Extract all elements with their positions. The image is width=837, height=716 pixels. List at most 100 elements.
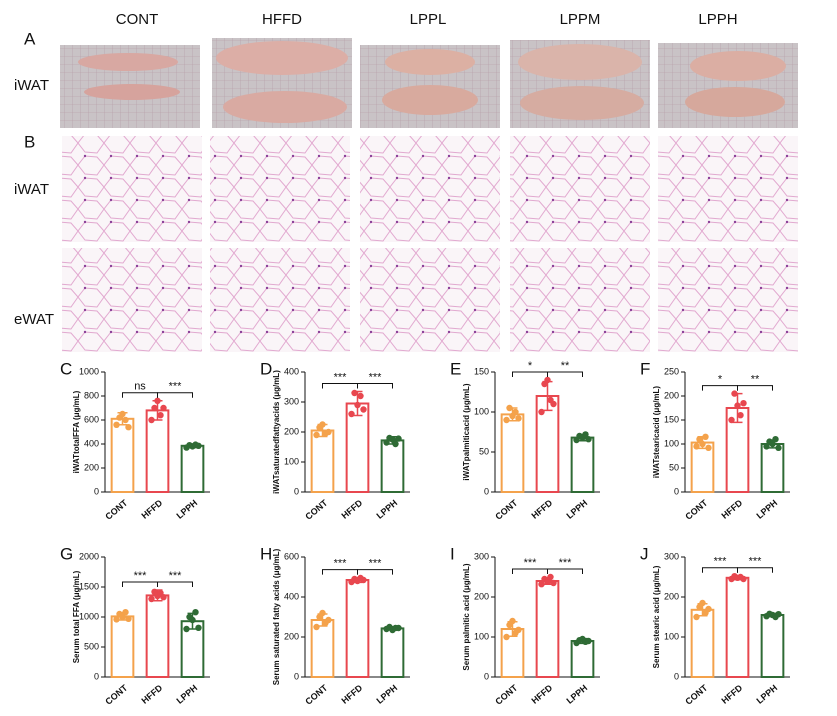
data-point [550,400,557,408]
y-axis-label: Serum palmitic acid (μg/mL) [462,563,471,670]
micrograph [360,248,500,352]
micrograph [62,248,202,352]
y-tick-label: 100 [474,631,489,641]
data-point [151,404,158,412]
bar [760,443,785,493]
data-point [113,616,120,623]
bar [500,413,525,493]
significance-bracket [702,385,738,391]
y-tick-label: 400 [284,591,299,601]
bar [535,580,560,678]
significance-bracket [547,568,583,574]
data-point [157,412,164,419]
data-point [503,416,510,424]
x-tick-label: LPPH [374,683,399,706]
data-point [772,436,779,443]
x-tick-label: CONT [103,497,129,521]
significance-label: *** [524,557,538,569]
tissue [520,86,644,120]
bar [570,436,595,494]
data-point [693,613,700,621]
micrographs [62,136,798,352]
significance-bracket [547,371,583,377]
significance-bracket [122,581,158,587]
x-tick-label: CONT [303,682,329,706]
data-point [160,594,167,601]
significance-bracket [357,569,393,575]
panel-label: C [60,359,72,378]
significance-label: *** [169,570,183,582]
significance-bracket [512,371,548,377]
data-point [538,408,545,416]
data-point [389,436,396,443]
significance-label: *** [169,381,183,393]
data-point [183,625,190,633]
bar [760,614,785,678]
x-tick-label: HFFD [529,682,554,705]
data-point [506,404,513,412]
y-tick-label: 250 [664,366,679,376]
y-tick-label: 0 [94,486,99,496]
data-point [503,633,510,641]
significance-label: *** [369,371,383,383]
y-tick-label: 200 [284,631,299,641]
x-tick-label: LPPH [564,498,589,521]
data-point [383,439,390,446]
data-point [731,390,738,397]
y-tick-label: 200 [664,591,679,601]
bar [570,640,595,678]
y-tick-label: 1000 [79,611,99,621]
tissue-images [60,38,798,352]
significance-label: *** [559,557,573,569]
significance-label: *** [334,558,348,570]
data-point [319,421,326,428]
x-tick-label: LPPH [754,683,779,706]
bar [380,627,405,679]
y-tick-label: 400 [284,366,299,376]
y-tick-label: 0 [484,486,489,496]
data-point [122,609,129,616]
y-tick-label: 0 [94,671,99,681]
data-point [699,599,706,607]
data-point [696,436,703,443]
micrograph [210,248,350,352]
y-axis-label: Serum stearic acid (μg/mL) [652,565,661,668]
bar [380,439,405,493]
data-point [705,444,712,452]
x-tick-label: CONT [493,497,519,521]
x-tick-label: HFFD [139,682,164,705]
y-axis-label: iWATpalmiticacid (μg/mL) [462,383,471,481]
y-tick-label: 0 [674,486,679,496]
data-point [515,626,522,633]
tissue [385,49,475,75]
data-point [195,624,202,631]
y-tick-label: 100 [664,438,679,448]
data-point [693,443,700,450]
y-tick-label: 0 [484,671,489,681]
significance-label: *** [714,556,728,568]
significance-bracket [122,392,158,398]
data-point [192,609,199,616]
panel-label: I [450,544,455,563]
data-point [728,416,735,424]
tissue [382,85,478,115]
y-tick-label: 2000 [79,551,99,561]
tissue [84,84,180,100]
micrograph [658,136,798,242]
data-point [189,616,196,624]
bar [180,444,205,493]
column-label: LPPL [410,11,447,28]
significance-bracket [322,383,358,389]
bar [725,576,750,678]
y-tick-label: 0 [294,671,299,681]
y-tick-label: 500 [84,641,99,651]
x-tick-label: HFFD [339,497,364,520]
bar [110,615,135,679]
y-tick-label: 50 [669,462,679,472]
x-tick-label: HFFD [719,682,744,705]
data-point [699,440,706,448]
data-point [547,573,554,581]
